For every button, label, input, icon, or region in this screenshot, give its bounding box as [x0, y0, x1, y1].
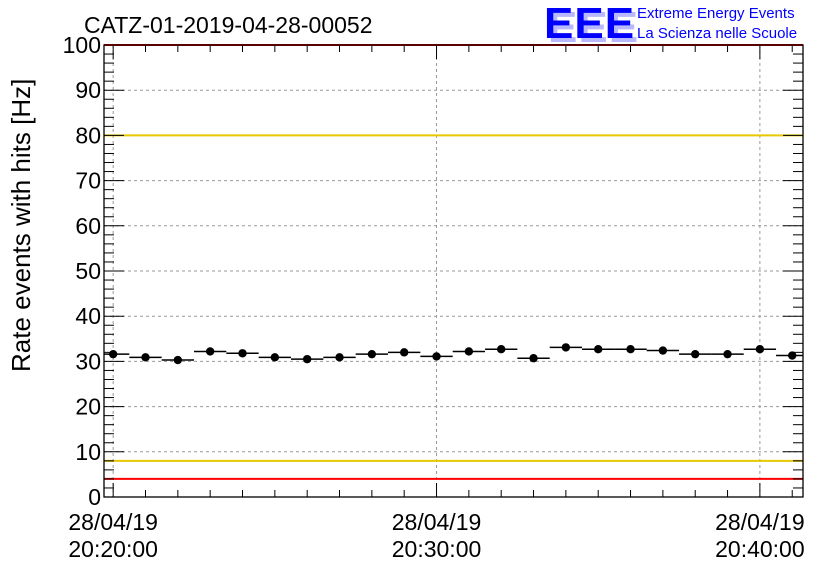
y-tick-label: 80 — [75, 122, 101, 148]
logo-line-2: La Scienza nelle Scuole — [637, 25, 797, 42]
x-tick-label-date: 28/04/19 — [715, 509, 805, 535]
x-tick-label-time: 20:20:00 — [68, 536, 158, 562]
data-point — [561, 343, 571, 352]
x-tick-label-time: 20:30:00 — [392, 536, 482, 562]
data-point — [335, 353, 344, 362]
x-tick-label-date: 28/04/19 — [392, 509, 482, 535]
y-tick-label: 50 — [75, 258, 101, 284]
data-point — [238, 349, 247, 358]
x-tick-label-time: 20:40:00 — [715, 536, 805, 562]
y-tick-label: 30 — [75, 348, 101, 374]
data-point — [173, 355, 183, 365]
y-tick-label: 90 — [75, 77, 101, 103]
y-tick-label: 60 — [75, 213, 101, 239]
data-point — [141, 353, 150, 362]
logo-line-1: Extreme Energy Events — [637, 5, 795, 22]
tick-labels: 010203040506070809010028/04/1920:20:0028… — [63, 32, 805, 562]
data-point — [270, 353, 280, 362]
data-point — [529, 354, 538, 363]
data-point — [464, 347, 474, 356]
data-point — [367, 349, 377, 359]
data-point — [723, 349, 732, 359]
y-tick-label: 0 — [88, 484, 101, 510]
y-tick-label: 70 — [75, 168, 101, 194]
chart-title: CATZ-01-2019-04-28-00052 — [84, 12, 373, 38]
axis-ticks — [104, 44, 803, 498]
y-tick-label: 20 — [75, 394, 101, 420]
y-axis-label: Rate events with hits [Hz] — [6, 79, 36, 372]
data-point — [691, 349, 700, 359]
data-point — [594, 344, 603, 354]
x-tick-label-date: 28/04/19 — [68, 509, 158, 535]
data-point — [658, 346, 668, 355]
data-point — [788, 351, 797, 360]
data-point — [399, 348, 409, 357]
y-tick-label: 40 — [75, 303, 101, 329]
data-point — [755, 344, 765, 354]
logo-mark: EEE — [544, 0, 635, 48]
data-point — [108, 349, 118, 359]
y-tick-label: 10 — [75, 439, 101, 465]
logo-mark-shadow: EEE — [548, 3, 639, 52]
data-point — [626, 344, 635, 354]
reference-lines — [104, 44, 803, 480]
data-point — [205, 347, 215, 356]
data-points — [104, 343, 803, 365]
eee-logo: EEE EEE Extreme Energy Events La Scienza… — [544, 0, 797, 52]
data-point — [496, 344, 506, 354]
y-tick-label: 100 — [63, 32, 101, 58]
grid — [104, 45, 803, 497]
data-point — [432, 352, 441, 361]
data-point — [302, 354, 312, 364]
